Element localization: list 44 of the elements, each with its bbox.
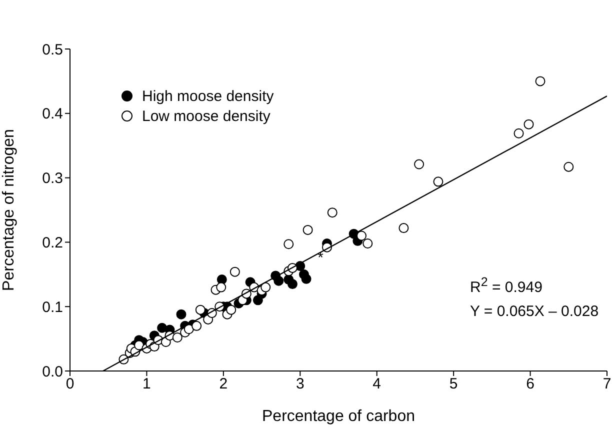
- point: [226, 304, 236, 315]
- legend-label: Low moose density: [142, 108, 270, 124]
- point: [287, 279, 298, 290]
- annotation: Y = 0.065X – 0.028: [470, 303, 599, 320]
- y-tick-label: 0.3: [42, 170, 63, 188]
- point: [398, 223, 409, 234]
- point: [176, 309, 186, 320]
- x-tick-label: 3: [296, 376, 304, 393]
- point: [172, 332, 182, 343]
- point: [524, 119, 534, 130]
- y-tick-label: 0.1: [42, 298, 63, 316]
- point: [216, 282, 226, 292]
- y-tick-label: 0.5: [42, 41, 63, 58]
- point: [284, 239, 294, 250]
- point: [327, 208, 338, 218]
- point: [230, 266, 240, 277]
- y-tick-label: 0.2: [42, 234, 63, 252]
- point: [302, 224, 313, 235]
- x-tick-label: 0: [66, 376, 74, 393]
- point: [274, 276, 284, 286]
- x-tick-label: 2: [219, 376, 228, 393]
- point: [414, 159, 424, 170]
- y-tick-label: 0.0: [42, 363, 63, 380]
- x-axis-title: Percentage of carbon: [262, 408, 415, 425]
- point: [195, 304, 206, 315]
- point: [535, 76, 546, 86]
- point: [514, 128, 524, 138]
- x-tick-label: 6: [526, 376, 534, 393]
- x-tick-label: 7: [602, 376, 612, 393]
- y-axis-title: Percentage of nitrogen: [0, 129, 18, 291]
- point: [356, 230, 367, 241]
- point: [564, 162, 574, 172]
- point: [362, 238, 373, 248]
- point: [433, 176, 444, 187]
- point: [260, 282, 271, 292]
- x-tick-label: 1: [142, 376, 151, 393]
- y-tick-label: 0.4: [42, 106, 63, 123]
- point: [192, 320, 202, 331]
- x-tick-label: 5: [449, 376, 458, 393]
- point: [301, 274, 312, 284]
- point: [134, 340, 144, 350]
- legend-label: High moose density: [142, 88, 274, 104]
- x-tick-label: 4: [372, 376, 382, 393]
- annotation: R$^{2}$ = 0.949: [470, 275, 542, 296]
